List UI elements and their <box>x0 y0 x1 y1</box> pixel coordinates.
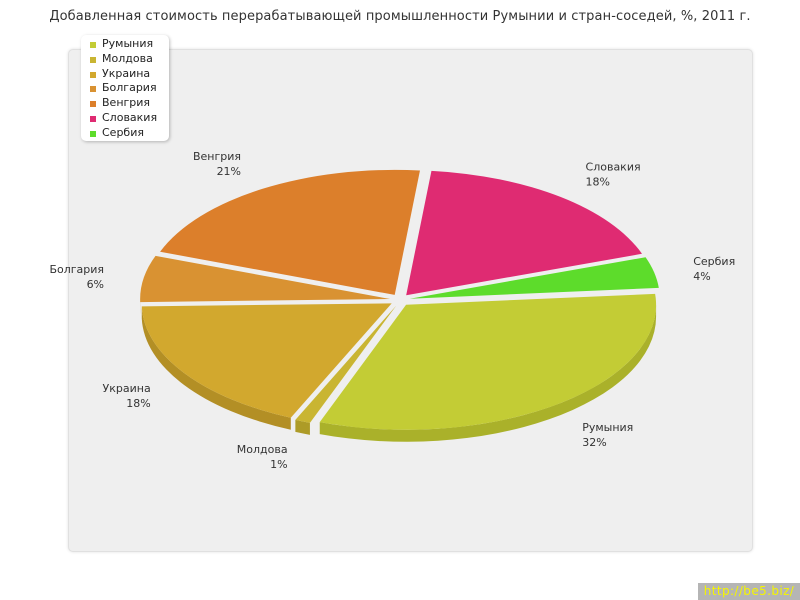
legend-label: Словакия <box>102 110 158 124</box>
legend-label: Молдова <box>102 51 153 65</box>
legend-swatch <box>90 86 96 93</box>
pie-slice-side <box>319 304 657 442</box>
pie-tops <box>140 169 659 430</box>
legend-label: Румыния <box>102 37 154 50</box>
pie-sides <box>140 299 657 442</box>
slice-name-label: Словакия <box>586 160 641 173</box>
legend-item[interactable]: Молдова <box>81 52 169 67</box>
legend-label: Сербия <box>102 125 144 139</box>
slice-value-label: 4% <box>693 270 710 283</box>
legend-item[interactable]: Украина <box>81 67 169 82</box>
pie-slice[interactable] <box>141 303 392 418</box>
legend-swatch <box>90 42 96 48</box>
slice-value-label: 18% <box>126 397 150 410</box>
pie-slice[interactable] <box>409 257 659 299</box>
legend-swatch <box>90 130 96 137</box>
legend-label: Болгария <box>102 81 157 95</box>
pie-slice[interactable] <box>406 170 642 296</box>
pie-slice[interactable] <box>140 255 391 303</box>
legend-item[interactable]: Венгрия <box>81 96 169 111</box>
slice-name-label: Румыния <box>582 421 633 434</box>
legend-item[interactable]: Словакия <box>81 111 169 126</box>
chart-title: Добавленная стоимость перерабатывающей п… <box>49 9 751 24</box>
pie-slice[interactable] <box>319 293 657 430</box>
legend: Румыния Молдова Украина Болгария Венгрия Слов… <box>81 35 169 141</box>
slice-value-label: 32% <box>582 436 606 449</box>
legend-item[interactable]: Румыния <box>81 37 169 52</box>
legend-label: Венгрия <box>102 96 151 110</box>
legend-swatch <box>90 71 96 78</box>
legend-swatch <box>90 101 96 108</box>
slice-name-label: Сербия <box>693 255 735 268</box>
legend-item[interactable]: Сербия <box>81 126 169 141</box>
pie-slice[interactable] <box>295 305 397 423</box>
slice-name-label: Молдова <box>237 443 288 456</box>
legend-label: Украина <box>102 66 151 80</box>
legend-swatch <box>90 56 96 63</box>
slice-name-label: Венгрия <box>193 150 241 163</box>
slice-value-label: 1% <box>270 458 287 471</box>
pie-slice[interactable] <box>160 169 420 295</box>
slice-value-label: 18% <box>586 175 610 188</box>
pie-labels: Румыния 32% Молдова 1% Украина 18% Болгария 6% В… <box>49 150 735 471</box>
legend-swatch <box>90 115 96 122</box>
pie-slice-side <box>141 306 291 430</box>
pie-slice-side <box>295 419 310 435</box>
slice-value-label: 6% <box>87 278 104 291</box>
slice-name-label: Болгария <box>49 263 104 276</box>
slice-value-label: 21% <box>217 165 241 178</box>
watermark: http://be5.biz/ <box>698 583 800 600</box>
slice-name-label: Украина <box>103 382 151 395</box>
legend-item[interactable]: Болгария <box>81 81 169 96</box>
